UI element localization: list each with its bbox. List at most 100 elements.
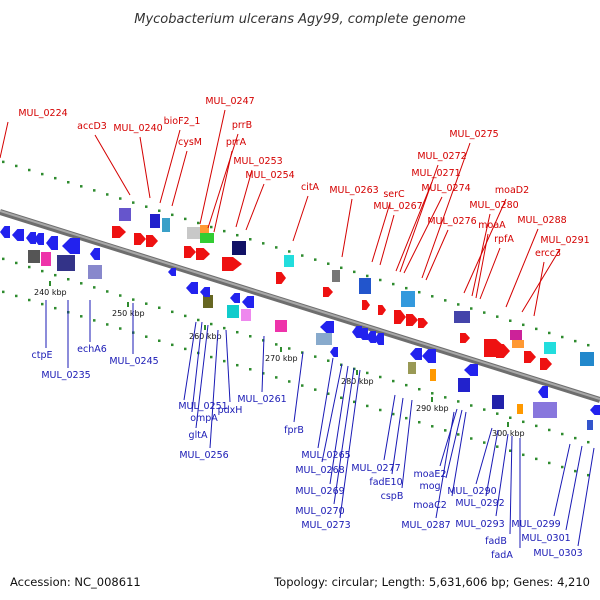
ring-dot (132, 298, 135, 301)
forward-gene-label: MUL_0275 (449, 129, 498, 140)
ring-dot (431, 425, 434, 428)
ring-dot (444, 396, 447, 399)
ring-dot (28, 298, 31, 302)
forward-gene-leader (341, 198, 353, 258)
ring-dot (67, 180, 70, 184)
ring-dot (535, 327, 538, 331)
reverse-gene-leader (339, 369, 361, 519)
ring-dot (418, 387, 421, 391)
reverse-gene-leader (485, 429, 499, 497)
ring-dot (327, 392, 330, 395)
feature-box (150, 214, 160, 228)
forward-gene-arrow (146, 235, 158, 247)
ring-dot (509, 416, 512, 419)
ring-dot (249, 238, 252, 241)
feature-box (200, 225, 209, 233)
ring-dot (93, 319, 96, 322)
reverse-gene-leader (383, 394, 396, 461)
ring-dot (41, 172, 44, 176)
ring-dot (288, 250, 291, 253)
reverse-gene-label: MUL_0261 (237, 394, 286, 405)
ring-dot (145, 335, 148, 338)
ring-dot (457, 303, 460, 306)
ring-dot (288, 380, 291, 383)
forward-gene-label: cysM (178, 137, 202, 148)
forward-gene-label: MUL_0274 (421, 183, 470, 194)
ring-dot (327, 359, 330, 362)
ring-dot (171, 310, 174, 314)
ring-dot (392, 379, 395, 383)
ring-dot (548, 331, 551, 335)
forward-gene-label: bioF2_1 (164, 116, 201, 127)
scale-label: 260 kbp (189, 332, 222, 341)
ring-dot (548, 428, 551, 432)
forward-gene-label: MUL_0291 (540, 235, 589, 246)
reverse-gene-label: MUL_0290 (447, 486, 496, 497)
ring-dot (314, 258, 317, 261)
reverse-gene-arrow (366, 331, 376, 343)
ring-dot (392, 282, 395, 286)
forward-gene-label: MUL_0224 (18, 108, 67, 119)
forward-gene-label: citA (301, 182, 320, 193)
reverse-gene-label: MUL_0287 (401, 520, 450, 531)
forward-gene-arrow (112, 226, 126, 238)
forward-gene-label: MUL_0288 (517, 215, 566, 226)
feature-box (587, 420, 593, 430)
forward-gene-arrow (540, 358, 552, 370)
forward-gene-arrow (394, 310, 406, 324)
reverse-gene-label: ctpE (32, 350, 53, 361)
ring-dot (314, 355, 317, 358)
forward-gene-label: MUL_0272 (417, 151, 466, 162)
forward-gene-label: MUL_0253 (233, 156, 282, 167)
ring-dot (210, 322, 213, 326)
ring-dot (405, 286, 408, 290)
ring-dot (457, 433, 460, 436)
forward-gene-leader (425, 229, 449, 281)
reverse-gene-arrow (26, 232, 36, 244)
reverse-gene-leader (183, 321, 197, 401)
scale-label: 250 kbp (112, 309, 145, 318)
reverse-gene-arrow (590, 405, 600, 415)
ring-dot (522, 323, 525, 327)
scale-label: 290 kbp (416, 404, 449, 413)
reverse-gene-label: moaE2 (414, 469, 447, 480)
ring-dot (301, 384, 304, 387)
reverse-gene-leader (553, 443, 571, 517)
ring-dot (171, 343, 174, 347)
reverse-gene-arrow (410, 348, 422, 360)
reverse-gene-label: fprB (284, 425, 304, 436)
ring-dot (197, 318, 200, 322)
ring-dot (249, 368, 252, 371)
feature-box (359, 278, 371, 294)
forward-gene-leader (395, 181, 433, 272)
ring-dot (119, 197, 122, 200)
ring-dot (509, 449, 512, 452)
feature-box (430, 369, 436, 381)
ring-dot (28, 168, 31, 172)
ring-dot (197, 221, 200, 225)
feature-box (187, 227, 201, 239)
ring-dot (119, 294, 122, 297)
forward-gene-label: MUL_0267 (373, 201, 422, 212)
ring-dot (327, 262, 330, 265)
feature-box (119, 208, 131, 221)
ring-dot (119, 327, 122, 330)
ring-dot (249, 335, 252, 338)
gene-arrows (0, 226, 600, 415)
reverse-gene-leader (509, 435, 513, 535)
feature-box (544, 342, 556, 354)
ring-dot (574, 469, 577, 473)
forward-gene-leader (292, 195, 309, 242)
forward-gene-leader (379, 214, 395, 266)
feature-box (458, 378, 470, 392)
reverse-gene-leader (495, 433, 509, 517)
reverse-gene-label: MUL_0245 (109, 356, 158, 367)
ring-dot (223, 359, 226, 363)
reverse-gene-leader (577, 447, 595, 547)
ring-dot (366, 371, 369, 375)
ring-dot (275, 376, 278, 379)
reverse-gene-label: MUL_0270 (295, 506, 344, 517)
reverse-gene-arrow (12, 229, 24, 241)
forward-gene-arrow (418, 318, 428, 328)
